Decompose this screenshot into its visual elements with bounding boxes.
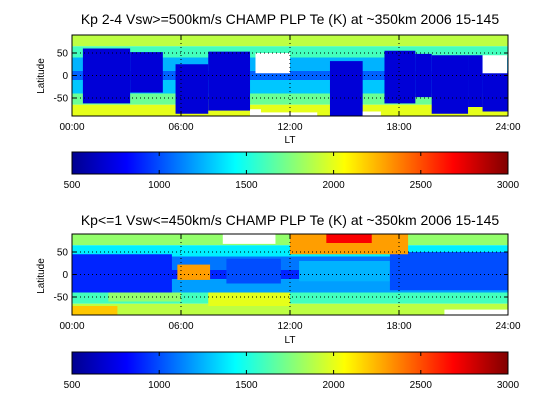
x-tick-label: 06:00 bbox=[168, 122, 193, 133]
colorbar-tick-label: 3000 bbox=[497, 380, 520, 391]
x-tick-label: 06:00 bbox=[168, 321, 193, 332]
colorbar-1: 500 1000 1500 2000 2500 3000 bbox=[64, 151, 520, 191]
heatmap-cell bbox=[130, 52, 163, 93]
heatmap-cell bbox=[326, 234, 372, 243]
heatmap-cell bbox=[482, 73, 508, 112]
y-tick-label: 50 bbox=[57, 248, 69, 259]
colorbar-gradient bbox=[71, 351, 509, 375]
x-tick-label: 12:00 bbox=[277, 122, 302, 133]
y-axis-label-1: Latitude bbox=[36, 58, 47, 94]
chart-title-1: Kp 2-4 Vsw>=500km/s CHAMP PLP Te (K) at … bbox=[81, 11, 499, 27]
x-tick-label: 18:00 bbox=[386, 321, 411, 332]
colorbar-tick-label: 1000 bbox=[148, 380, 171, 391]
heatmap-cell bbox=[468, 55, 483, 107]
heatmap-cell bbox=[208, 51, 251, 111]
heatmap-band bbox=[72, 303, 508, 315]
heatmap-panel-2: Kp<=1 Vsw<=450km/s CHAMP PLP Te (K) at ~… bbox=[36, 212, 521, 391]
x-tick-label: 18:00 bbox=[386, 122, 411, 133]
colorbar-tick-label: 3000 bbox=[497, 180, 520, 191]
chart-title-2: Kp<=1 Vsw<=450km/s CHAMP PLP Te (K) at ~… bbox=[81, 212, 500, 228]
colorbar-tick-label: 1500 bbox=[235, 380, 258, 391]
x-axis-label-1: LT bbox=[285, 135, 296, 146]
colorbar-2: 500 1000 1500 2000 2500 3000 bbox=[64, 351, 520, 391]
plot-area-2: 00:00 06:00 12:00 18:00 24:00 50 0 -50 bbox=[54, 233, 521, 332]
heatmap-cell bbox=[431, 55, 469, 114]
x-tick-label: 24:00 bbox=[495, 122, 520, 133]
colorbar-tick-label: 2000 bbox=[322, 380, 345, 391]
heatmap-cell bbox=[384, 50, 416, 104]
heatmap-cell bbox=[389, 252, 508, 291]
heatmap-cell bbox=[208, 292, 290, 306]
heatmap-cell bbox=[290, 234, 409, 255]
x-tick-label: 12:00 bbox=[277, 321, 302, 332]
colorbar-gradient bbox=[71, 151, 509, 175]
heatmap-cell bbox=[177, 264, 211, 280]
x-tick-label: 00:00 bbox=[59, 321, 84, 332]
heatmap-band bbox=[72, 104, 508, 116]
y-tick-label: -50 bbox=[54, 293, 69, 304]
no-data-region bbox=[444, 309, 508, 315]
no-data-region bbox=[482, 55, 508, 74]
x-tick-label: 00:00 bbox=[59, 122, 84, 133]
heatmap-cell bbox=[72, 254, 172, 293]
colorbar-tick-label: 2500 bbox=[410, 380, 433, 391]
x-tick-label: 24:00 bbox=[495, 321, 520, 332]
colorbar-tick-label: 2500 bbox=[410, 180, 433, 191]
colorbar-tick-label: 1500 bbox=[235, 180, 258, 191]
heatmap-cell bbox=[415, 53, 432, 98]
heatmap-cell bbox=[72, 306, 118, 315]
no-data-region bbox=[362, 111, 381, 116]
colorbar-tick-label: 2000 bbox=[322, 180, 345, 191]
y-tick-label: 0 bbox=[62, 71, 68, 82]
y-tick-label: 0 bbox=[62, 270, 68, 281]
x-axis-label-2: LT bbox=[285, 335, 296, 346]
y-axis-label-2: Latitude bbox=[36, 258, 47, 294]
no-data-region bbox=[255, 53, 290, 74]
heatmap-cell bbox=[175, 64, 209, 114]
heatmap-panel-1: Kp 2-4 Vsw>=500km/s CHAMP PLP Te (K) at … bbox=[36, 11, 521, 191]
y-tick-label: -50 bbox=[54, 94, 69, 105]
heatmap-cell bbox=[82, 48, 131, 104]
no-data-region bbox=[250, 112, 318, 116]
colorbar-tick-label: 500 bbox=[64, 180, 81, 191]
heatmap-cell bbox=[226, 258, 281, 284]
heatmap-cell bbox=[299, 261, 390, 282]
plot-area-1: 00:00 06:00 12:00 18:00 24:00 50 0 -50 bbox=[54, 34, 521, 133]
colorbar-tick-label: 1000 bbox=[148, 180, 171, 191]
y-tick-label: 50 bbox=[57, 49, 69, 60]
colorbar-tick-label: 500 bbox=[64, 380, 81, 391]
heatmap-cell bbox=[329, 61, 363, 116]
no-data-region bbox=[222, 234, 276, 244]
heatmap-band bbox=[72, 35, 508, 47]
